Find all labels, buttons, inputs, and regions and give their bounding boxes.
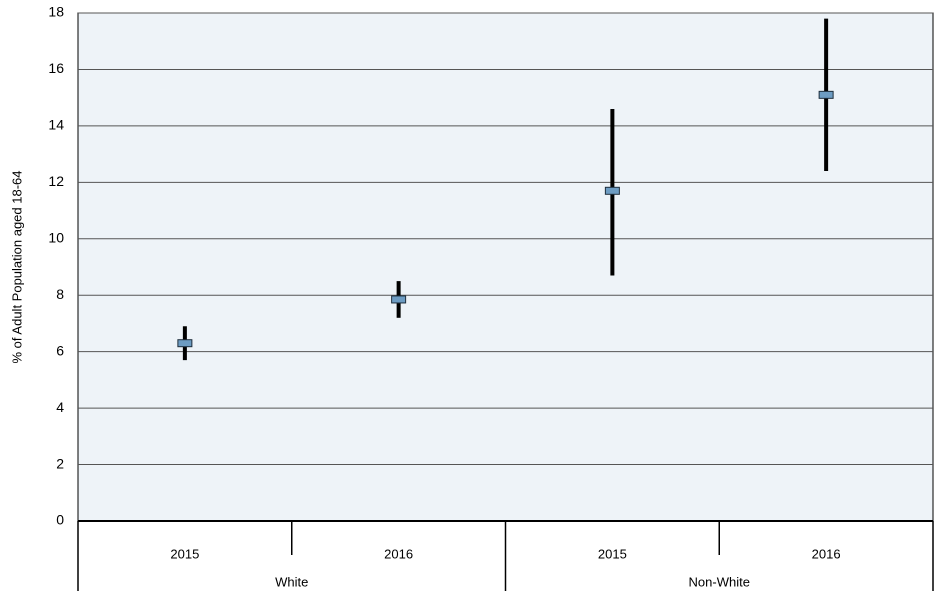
y-tick-label: 2 (56, 455, 64, 471)
x-tick-label: 2016 (384, 546, 413, 561)
y-tick-label: 10 (48, 229, 64, 245)
group-label: White (275, 574, 308, 589)
point-marker (391, 295, 407, 304)
x-tick-label: 2015 (170, 546, 199, 561)
y-tick-label: 18 (48, 4, 64, 20)
y-tick-label: 4 (56, 399, 64, 415)
y-tick-label: 0 (56, 512, 64, 528)
point-marker (177, 339, 193, 348)
plot-area (77, 12, 934, 522)
point-marker (604, 186, 620, 195)
y-tick-label: 6 (56, 342, 64, 358)
y-tick-label: 12 (48, 173, 64, 189)
x-tick-label: 2015 (598, 546, 627, 561)
group-label: Non-White (689, 574, 750, 589)
y-tick-label: 8 (56, 286, 64, 302)
y-axis-label: % of Adult Population aged 18-64 (9, 171, 24, 364)
y-tick-label: 16 (48, 60, 64, 76)
point-marker (818, 90, 834, 99)
y-tick-label: 14 (48, 117, 64, 133)
x-tick-label: 2016 (812, 546, 841, 561)
